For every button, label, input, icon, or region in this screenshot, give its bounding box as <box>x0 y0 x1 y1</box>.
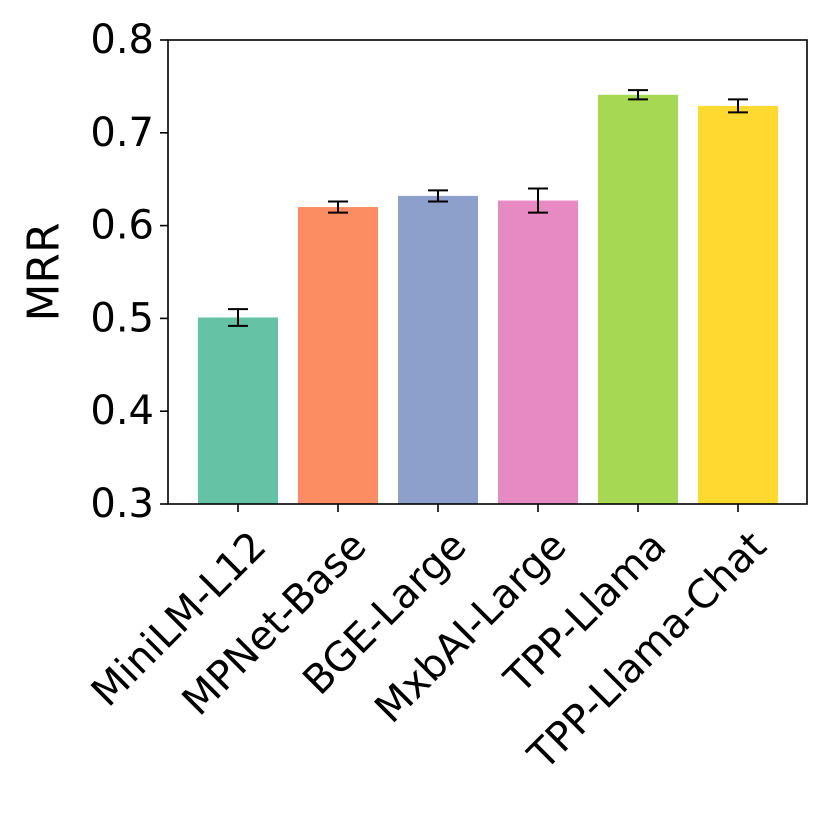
errorbar-mxbai-large <box>528 187 548 214</box>
errorbar-minilm-l12 <box>228 308 248 327</box>
bar-bge-large <box>398 195 478 505</box>
errorbar-bge-large <box>428 189 448 203</box>
y-tick-label: 0.3 <box>90 481 154 527</box>
x-axis: MiniLM-L12MPNet-BaseBGE-LargeMxbAI-Large… <box>83 504 775 779</box>
errorbar-tpp-llama <box>628 89 648 101</box>
plot-frame <box>167 39 808 505</box>
y-tick-label: 0.8 <box>90 17 154 63</box>
bar-mpnet-base <box>298 207 378 505</box>
errorbars-group <box>228 89 748 327</box>
bar-minilm-l12 <box>198 317 278 504</box>
y-axis: 0.3 0.4 0.5 0.6 0.7 0.8 <box>90 17 168 527</box>
bars-group <box>198 94 778 505</box>
bar-tpp-llama <box>598 94 678 504</box>
y-tick-label: 0.4 <box>90 388 154 434</box>
bar-mxbai-large <box>498 200 578 504</box>
y-tick-label: 0.6 <box>90 203 154 249</box>
y-tick-label: 0.7 <box>90 110 154 156</box>
errorbar-tpp-llama-chat <box>728 98 748 114</box>
y-tick-label: 0.5 <box>90 295 154 341</box>
errorbar-mpnet-base <box>328 200 348 214</box>
y-axis-label: MRR <box>19 222 70 321</box>
bar-tpp-llama-chat <box>698 105 778 504</box>
